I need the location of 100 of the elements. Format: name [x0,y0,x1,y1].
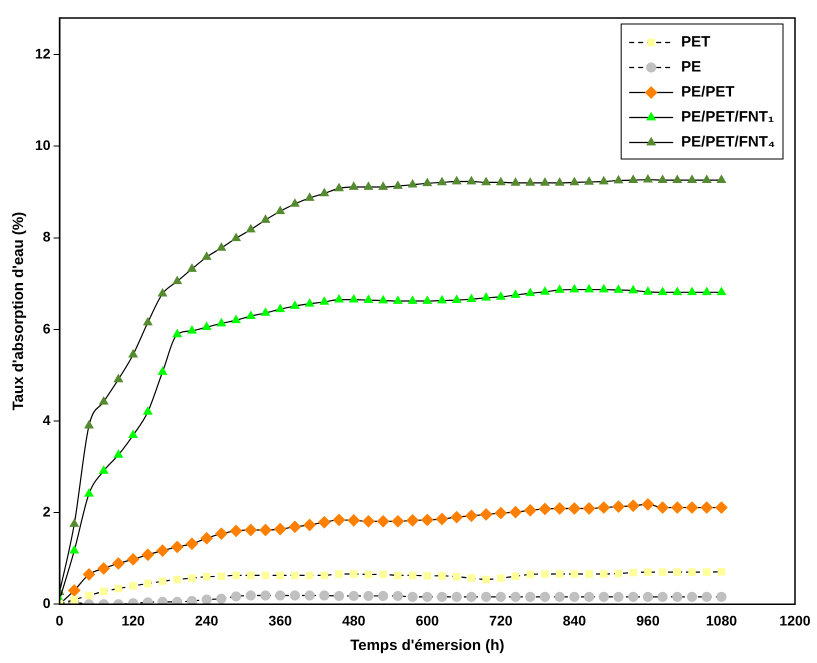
point [612,500,625,513]
point [246,311,256,319]
point [510,592,521,602]
point [406,514,419,526]
point [84,488,94,497]
point [200,532,213,544]
point [202,322,212,330]
point [304,590,315,601]
point [332,514,346,526]
point [716,175,726,183]
point [127,553,140,566]
point [540,286,550,295]
point [143,317,152,326]
point [172,276,182,284]
x-tick-label: 480 [342,612,366,628]
point [496,177,506,186]
point [614,284,623,293]
point [290,590,300,601]
point [480,508,492,521]
x-tick-label: 840 [562,612,586,628]
point [570,177,579,186]
point [421,514,434,526]
point [526,178,535,186]
point [628,285,638,294]
x-axis-title: Temps d'émersion (h) [350,637,504,654]
point [364,295,373,303]
point [305,192,314,201]
point [99,396,108,405]
x-tick-label: 120 [121,612,146,628]
point [82,568,96,581]
point [156,544,169,557]
y-tick-label: 10 [34,137,51,154]
point [598,592,609,602]
point [362,515,375,528]
point [452,592,462,602]
point [436,512,448,526]
point [482,177,491,186]
point [718,568,726,576]
point [246,224,256,232]
point [363,590,374,602]
point [305,298,314,307]
point [494,506,507,520]
point [259,524,272,536]
y-tick-label: 8 [42,228,51,245]
point [128,350,138,358]
point [452,176,462,184]
point [186,596,198,604]
point [702,175,712,183]
point [408,572,416,580]
point [304,518,316,532]
point [275,590,286,601]
point [438,572,446,580]
point [114,374,123,382]
point [364,570,372,578]
point [276,206,285,214]
point [538,502,552,516]
point [450,511,463,524]
point [686,501,698,514]
point [290,300,300,309]
point [216,242,226,251]
legend-label: PE/PET [681,84,735,101]
point [320,188,329,196]
point [658,592,668,602]
point [438,295,446,304]
point [202,572,210,581]
point [202,252,212,260]
point [364,182,373,190]
point [468,574,476,582]
point [482,576,490,584]
point [274,522,286,536]
x-tick-label: 1200 [779,612,811,628]
point [99,466,108,474]
point [260,590,271,601]
point [672,287,682,296]
point [438,177,446,186]
point [585,570,593,578]
point [348,514,360,526]
point [230,591,242,602]
y-tick-label: 6 [42,320,51,336]
point [584,592,594,602]
point [84,420,94,428]
point [157,596,168,604]
point [68,584,80,597]
point [244,524,257,536]
point [540,178,550,186]
point [320,296,329,305]
point [334,183,344,192]
point [525,592,536,602]
point [686,592,698,602]
point [524,504,536,516]
y-tick-label: 0 [42,595,51,612]
point [422,296,432,304]
point [672,175,682,183]
point [158,578,166,586]
point [555,178,564,186]
point [276,572,284,580]
point [497,574,505,582]
y-tick-label: 2 [42,503,51,520]
point [482,292,491,301]
point [143,406,152,415]
